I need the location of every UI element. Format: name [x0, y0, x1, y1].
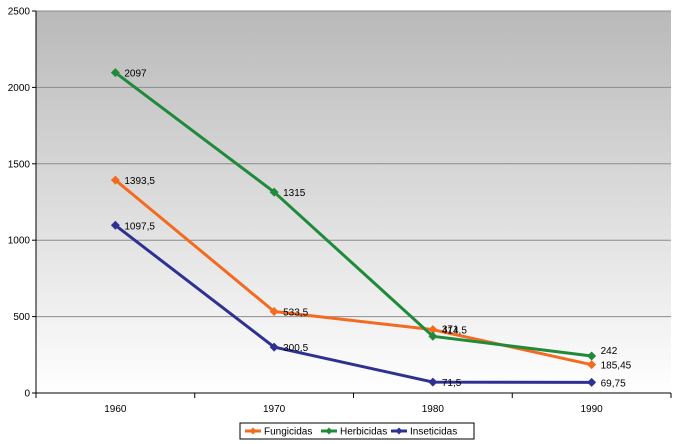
data-label-herbicidas: 242 — [601, 346, 618, 357]
gridlines — [36, 10, 671, 318]
y-tick-label: 500 — [13, 312, 30, 323]
x-tick-label: 1990 — [581, 404, 604, 415]
x-tick-label: 1970 — [263, 404, 286, 415]
data-label-herbicidas: 371 — [442, 324, 459, 335]
data-point-fungicidas — [269, 306, 279, 316]
legend: Fungicidas Herbicidas Inseticidas — [239, 422, 475, 440]
data-label-fungicidas: 185,45 — [601, 361, 632, 372]
y-tick-label: 2500 — [8, 7, 31, 18]
data-point-inseticidas — [110, 220, 120, 230]
data-label-fungicidas: 414,5 — [442, 326, 467, 337]
data-label-herbicidas: 1315 — [283, 188, 306, 199]
data-point-inseticidas — [428, 377, 438, 387]
legend-marker-herbicidas — [325, 427, 333, 435]
y-tick-label: 1500 — [8, 159, 31, 170]
data-point-inseticidas — [587, 377, 597, 387]
data-point-fungicidas — [110, 175, 120, 185]
data-label-herbicidas: 2097 — [124, 69, 147, 80]
series-line-herbicidas — [114, 71, 592, 358]
data-point-fungicidas — [428, 325, 438, 335]
data-label-inseticidas: 300,5 — [283, 343, 308, 354]
legend-marker-inseticidas — [395, 427, 403, 435]
legend-box — [239, 422, 475, 440]
legend-label-inseticidas: Inseticidas — [410, 427, 457, 438]
data-point-inseticidas — [269, 342, 279, 352]
series-layer — [110, 68, 597, 387]
data-point-herbicidas — [269, 187, 279, 197]
data-label-inseticidas: 69,75 — [601, 378, 626, 389]
y-tick-label: 1000 — [8, 236, 31, 247]
legend-label-herbicidas: Herbicidas — [340, 427, 387, 438]
data-point-herbicidas — [587, 351, 597, 361]
x-tick-label: 1980 — [422, 404, 445, 415]
data-point-herbicidas — [428, 331, 438, 341]
axes: 0 500 1000 1500 2000 2500 1960 1970 1980 1990 — [8, 7, 672, 415]
y-tick-label: 2000 — [8, 83, 31, 94]
data-labels: 1393,5 533,5 414,5 185,45 2097 1315 371 242 1097… — [124, 69, 631, 390]
data-label-fungicidas: 1393,5 — [124, 176, 155, 187]
legend-label-fungicidas: Fungicidas — [264, 427, 312, 438]
data-label-fungicidas: 533,5 — [283, 307, 308, 318]
data-point-herbicidas — [110, 68, 120, 78]
series-line-inseticidas — [114, 224, 592, 384]
x-tick-label: 1960 — [104, 404, 127, 415]
y-tick-label: 0 — [24, 389, 30, 400]
data-label-inseticidas: 1097,5 — [124, 221, 155, 232]
legend-marker-fungicidas — [249, 427, 257, 435]
data-label-inseticidas: 71,5 — [442, 378, 462, 389]
data-point-fungicidas — [587, 360, 597, 370]
